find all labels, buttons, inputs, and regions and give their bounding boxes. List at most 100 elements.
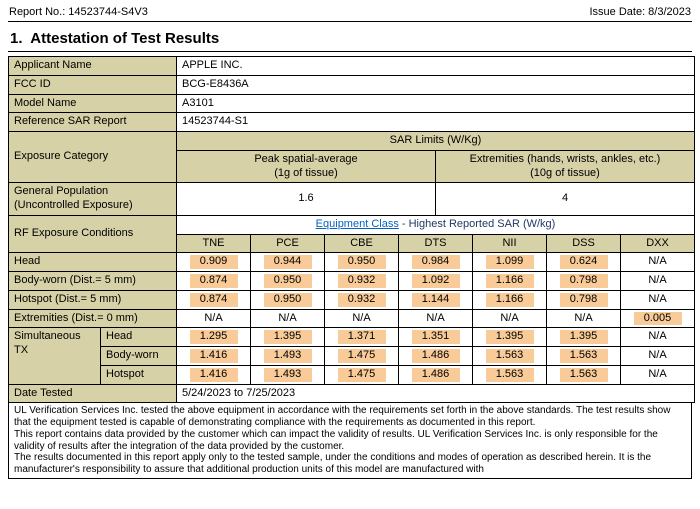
- simultaneous-label-line2: TX: [14, 344, 29, 356]
- simultaneous-label-line1: Simultaneous: [14, 330, 81, 343]
- simultaneous-hotspot-label: Hotspot: [100, 364, 177, 385]
- issue-date: Issue Date: 8/3/2023: [589, 6, 691, 18]
- row-tech-columns: TNE PCE CBE DTS NII DSS DXX: [9, 233, 695, 254]
- sar-value: 0.950: [324, 252, 399, 272]
- row-sar-limits-subheader: Peak spatial-average (1g of tissue) Extr…: [9, 149, 695, 184]
- sar-value: 0.932: [324, 289, 399, 310]
- sar-value-na: N/A: [176, 308, 251, 329]
- extremities-header-line2: (10g of tissue): [530, 166, 600, 179]
- sar-value: 1.493: [250, 364, 325, 385]
- sar-value: 0.909: [176, 252, 251, 272]
- sar-value: 0.005: [620, 308, 695, 329]
- statement-paragraph-3: The results documented in this report ap…: [14, 452, 652, 476]
- sar-value-na: N/A: [620, 346, 695, 366]
- sar-value: 1.416: [176, 364, 251, 385]
- sar-value: 1.144: [398, 289, 473, 310]
- sar-value: 0.950: [250, 289, 325, 310]
- general-population-label: General Population (Uncontrolled Exposur…: [8, 182, 177, 216]
- row-reference-sar-report: Reference SAR Report 14523744-S1: [8, 112, 695, 132]
- sar-value-na: N/A: [398, 308, 473, 329]
- sar-value: 1.351: [398, 327, 473, 347]
- exposure-category-label: Exposure Category: [8, 130, 177, 184]
- peak-header-line1: Peak spatial-average: [254, 152, 358, 165]
- column-header-dss: DSS: [546, 233, 621, 254]
- extremities-limit-value: 4: [435, 182, 695, 216]
- sar-value: 0.950: [250, 271, 325, 291]
- row-model-name: Model Name A3101: [8, 93, 695, 114]
- reference-sar-report-label: Reference SAR Report: [8, 112, 177, 132]
- equipment-class-cell: Equipment Class - Highest Reported SAR (…: [176, 214, 695, 235]
- equipment-class-link[interactable]: Equipment Class: [315, 217, 399, 230]
- attestation-statements: UL Verification Services Inc. tested the…: [8, 403, 692, 480]
- attestation-table: Applicant Name APPLE INC. FCC ID BCG-E84…: [8, 56, 695, 404]
- sar-value: 1.295: [176, 327, 251, 347]
- sar-value: 1.395: [546, 327, 621, 347]
- simultaneous-body-worn-label: Body-worn: [100, 346, 177, 366]
- column-header-pce: PCE: [250, 233, 325, 254]
- column-header-tne: TNE: [176, 233, 251, 254]
- section-title: 1. Attestation of Test Results: [8, 30, 692, 52]
- row-applicant-name: Applicant Name APPLE INC.: [8, 56, 695, 76]
- row-simultaneous-head: Simultaneous TX Head 1.295 1.395 1.371 1…: [8, 327, 695, 385]
- sar-value: 1.395: [472, 327, 547, 347]
- sar-value: 1.371: [324, 327, 399, 347]
- fcc-id-label: FCC ID: [8, 74, 177, 95]
- sar-value-na: N/A: [620, 289, 695, 310]
- row-extremities-sar: Extremities (Dist.= 0 mm) N/A N/A N/A N/…: [8, 308, 695, 329]
- simultaneous-head-label: Head: [100, 327, 177, 347]
- sar-value: 0.798: [546, 289, 621, 310]
- report-page: Report No.: 14523744-S4V3 Issue Date: 8/…: [8, 6, 695, 480]
- sar-value: 1.092: [398, 271, 473, 291]
- sar-value: 0.932: [324, 271, 399, 291]
- sar-value: 1.563: [472, 346, 547, 366]
- sar-value: 1.563: [546, 364, 621, 385]
- row-fcc-id: FCC ID BCG-E8436A: [8, 74, 695, 95]
- sar-value-na: N/A: [250, 308, 325, 329]
- sar-value-na: N/A: [620, 327, 695, 347]
- reference-sar-report-value: 14523744-S1: [176, 112, 695, 132]
- sar-value-na: N/A: [472, 308, 547, 329]
- extremities-header: Extremities (hands, wrists, ankles, etc.…: [435, 149, 695, 184]
- report-number: Report No.: 14523744-S4V3: [9, 6, 148, 18]
- row-general-population: General Population (Uncontrolled Exposur…: [8, 182, 695, 216]
- applicant-name-label: Applicant Name: [8, 56, 177, 76]
- date-tested-label: Date Tested: [8, 383, 177, 404]
- sar-value: 1.563: [472, 364, 547, 385]
- row-body-worn-sar: Body-worn (Dist.= 5 mm) 0.874 0.950 0.93…: [8, 271, 695, 291]
- extremities-row-label: Extremities (Dist.= 0 mm): [8, 308, 177, 329]
- sar-value: 0.874: [176, 289, 251, 310]
- column-header-dts: DTS: [398, 233, 473, 254]
- sar-value: 1.416: [176, 346, 251, 366]
- report-header: Report No.: 14523744-S4V3 Issue Date: 8/…: [8, 6, 692, 22]
- row-simultaneous-body-worn: Body-worn 1.416 1.493 1.475 1.486 1.563 …: [9, 346, 695, 366]
- column-header-dxx: DXX: [620, 233, 695, 254]
- date-tested-value: 5/24/2023 to 7/25/2023: [176, 383, 695, 404]
- peak-limit-value: 1.6: [176, 182, 436, 216]
- sar-value: 1.099: [472, 252, 547, 272]
- row-date-tested: Date Tested 5/24/2023 to 7/25/2023: [8, 383, 695, 404]
- head-row-label: Head: [8, 252, 177, 272]
- column-header-cbe: CBE: [324, 233, 399, 254]
- general-population-line2: (Uncontrolled Exposure): [14, 199, 133, 211]
- simultaneous-tx-label: Simultaneous TX: [8, 327, 101, 385]
- rf-exposure-conditions-label: RF Exposure Conditions: [8, 214, 177, 254]
- peak-header-line2: (1g of tissue): [274, 166, 338, 179]
- sar-value: 1.475: [324, 346, 399, 366]
- sar-value: 1.563: [546, 346, 621, 366]
- row-equipment-class: RF Exposure Conditions Equipment Class -…: [8, 214, 695, 254]
- sar-value-na: N/A: [620, 364, 695, 385]
- extremities-header-line1: Extremities (hands, wrists, ankles, etc.…: [469, 152, 661, 165]
- column-header-nii: NII: [472, 233, 547, 254]
- sar-value: 1.475: [324, 364, 399, 385]
- sar-value-na: N/A: [546, 308, 621, 329]
- model-name-label: Model Name: [8, 93, 177, 114]
- sar-value-na: N/A: [324, 308, 399, 329]
- statement-paragraph-1: UL Verification Services Inc. tested the…: [14, 405, 671, 429]
- general-population-line1: General Population: [14, 185, 109, 198]
- row-simultaneous-hotspot: Hotspot 1.416 1.493 1.475 1.486 1.563 1.…: [9, 364, 695, 385]
- fcc-id-value: BCG-E8436A: [176, 74, 695, 95]
- sar-value: 1.486: [398, 346, 473, 366]
- sar-value: 1.395: [250, 327, 325, 347]
- sar-value-na: N/A: [620, 271, 695, 291]
- row-hotspot-sar: Hotspot (Dist.= 5 mm) 0.874 0.950 0.932 …: [8, 289, 695, 310]
